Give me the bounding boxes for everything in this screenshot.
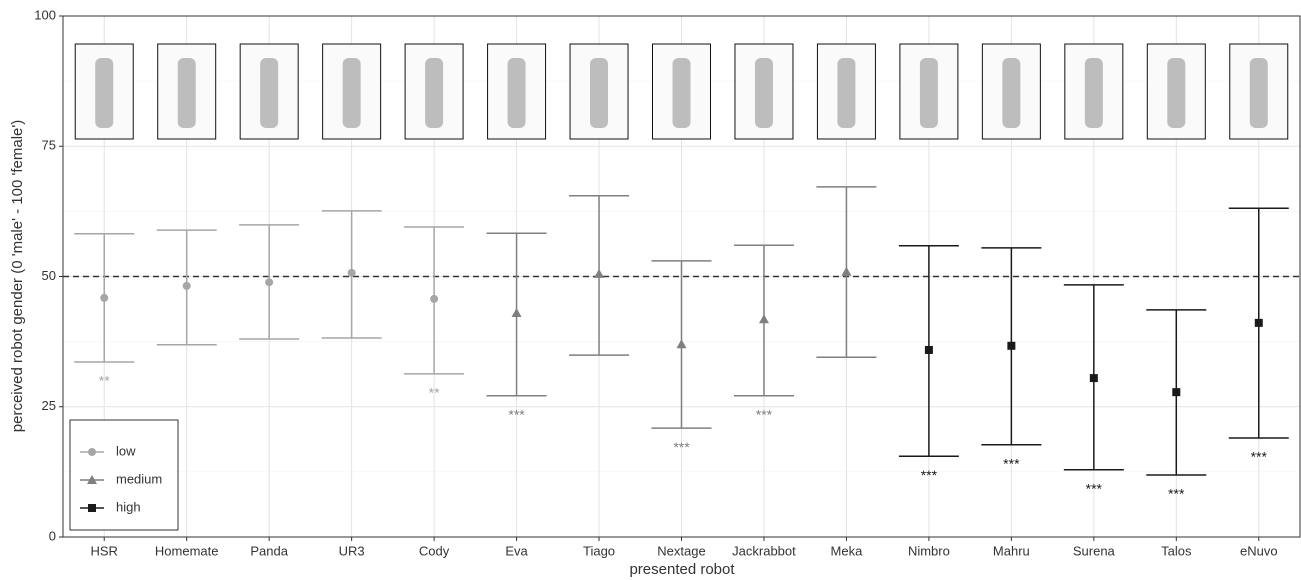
point — [100, 294, 108, 302]
robot-image — [837, 58, 855, 128]
x-tick-label: Meka — [831, 543, 864, 558]
legend-label: medium — [116, 471, 162, 486]
robot-image — [1167, 58, 1185, 128]
x-tick-label: Tiago — [583, 543, 615, 558]
legend-label: high — [116, 499, 141, 514]
point — [265, 278, 273, 286]
robot-image — [1250, 58, 1268, 128]
x-tick-label: Jackrabbot — [732, 543, 796, 558]
x-tick-label: Nimbro — [908, 543, 950, 558]
x-tick-label: Surena — [1073, 543, 1116, 558]
robot-image — [920, 58, 938, 128]
x-tick-label: Nextage — [657, 543, 705, 558]
point — [925, 346, 933, 354]
significance-label: *** — [1168, 486, 1185, 502]
robot-image — [178, 58, 196, 128]
legend: low medium high — [70, 420, 178, 530]
x-axis-label: presented robot — [629, 561, 735, 578]
point — [1007, 342, 1015, 350]
significance-label: *** — [508, 407, 525, 423]
point — [1090, 374, 1098, 382]
x-tick-label: HSR — [91, 543, 118, 558]
significance-label: *** — [1086, 480, 1103, 496]
point — [1255, 319, 1263, 327]
point — [88, 504, 96, 512]
y-tick-label: 50 — [42, 268, 56, 283]
point — [512, 308, 522, 317]
significance-label: *** — [921, 467, 938, 483]
point — [348, 269, 356, 277]
robot-image — [673, 58, 691, 128]
x-tick-label: Homemate — [155, 543, 219, 558]
point — [759, 314, 769, 323]
significance-label: *** — [673, 439, 690, 455]
point — [841, 267, 851, 276]
x-tick-label: UR3 — [339, 543, 365, 558]
point — [88, 448, 96, 456]
y-tick-label: 0 — [49, 528, 56, 543]
robot-image — [95, 58, 113, 128]
point — [1172, 388, 1180, 396]
significance-label: ** — [429, 385, 440, 401]
point — [677, 339, 687, 348]
significance-label: *** — [1251, 449, 1268, 465]
chart: perceived robot gender (0 'male' - 100 '… — [0, 0, 1301, 580]
robot-image — [755, 58, 773, 128]
x-tick-label: Cody — [419, 543, 450, 558]
x-tick-label: Mahru — [993, 543, 1030, 558]
robot-image — [1002, 58, 1020, 128]
significance-label: *** — [756, 407, 773, 423]
point — [183, 282, 191, 290]
y-tick-label: 100 — [34, 7, 56, 22]
x-tick-label: Talos — [1161, 543, 1192, 558]
robot-image — [343, 58, 361, 128]
robot-image — [425, 58, 443, 128]
legend-label: low — [116, 443, 136, 458]
y-tick-label: 25 — [42, 398, 56, 413]
significance-label: *** — [1003, 455, 1020, 471]
robot-image — [260, 58, 278, 128]
y-axis-label: perceived robot gender (0 'male' - 100 '… — [9, 120, 26, 432]
x-tick-label: Panda — [250, 543, 288, 558]
robot-image — [590, 58, 608, 128]
x-tick-label: eNuvo — [1240, 543, 1278, 558]
point — [430, 295, 438, 303]
y-tick-label: 75 — [42, 138, 56, 153]
robot-image — [1085, 58, 1103, 128]
point — [594, 269, 604, 278]
x-tick-label: Eva — [505, 543, 528, 558]
robot-image — [508, 58, 526, 128]
significance-label: ** — [99, 373, 110, 389]
